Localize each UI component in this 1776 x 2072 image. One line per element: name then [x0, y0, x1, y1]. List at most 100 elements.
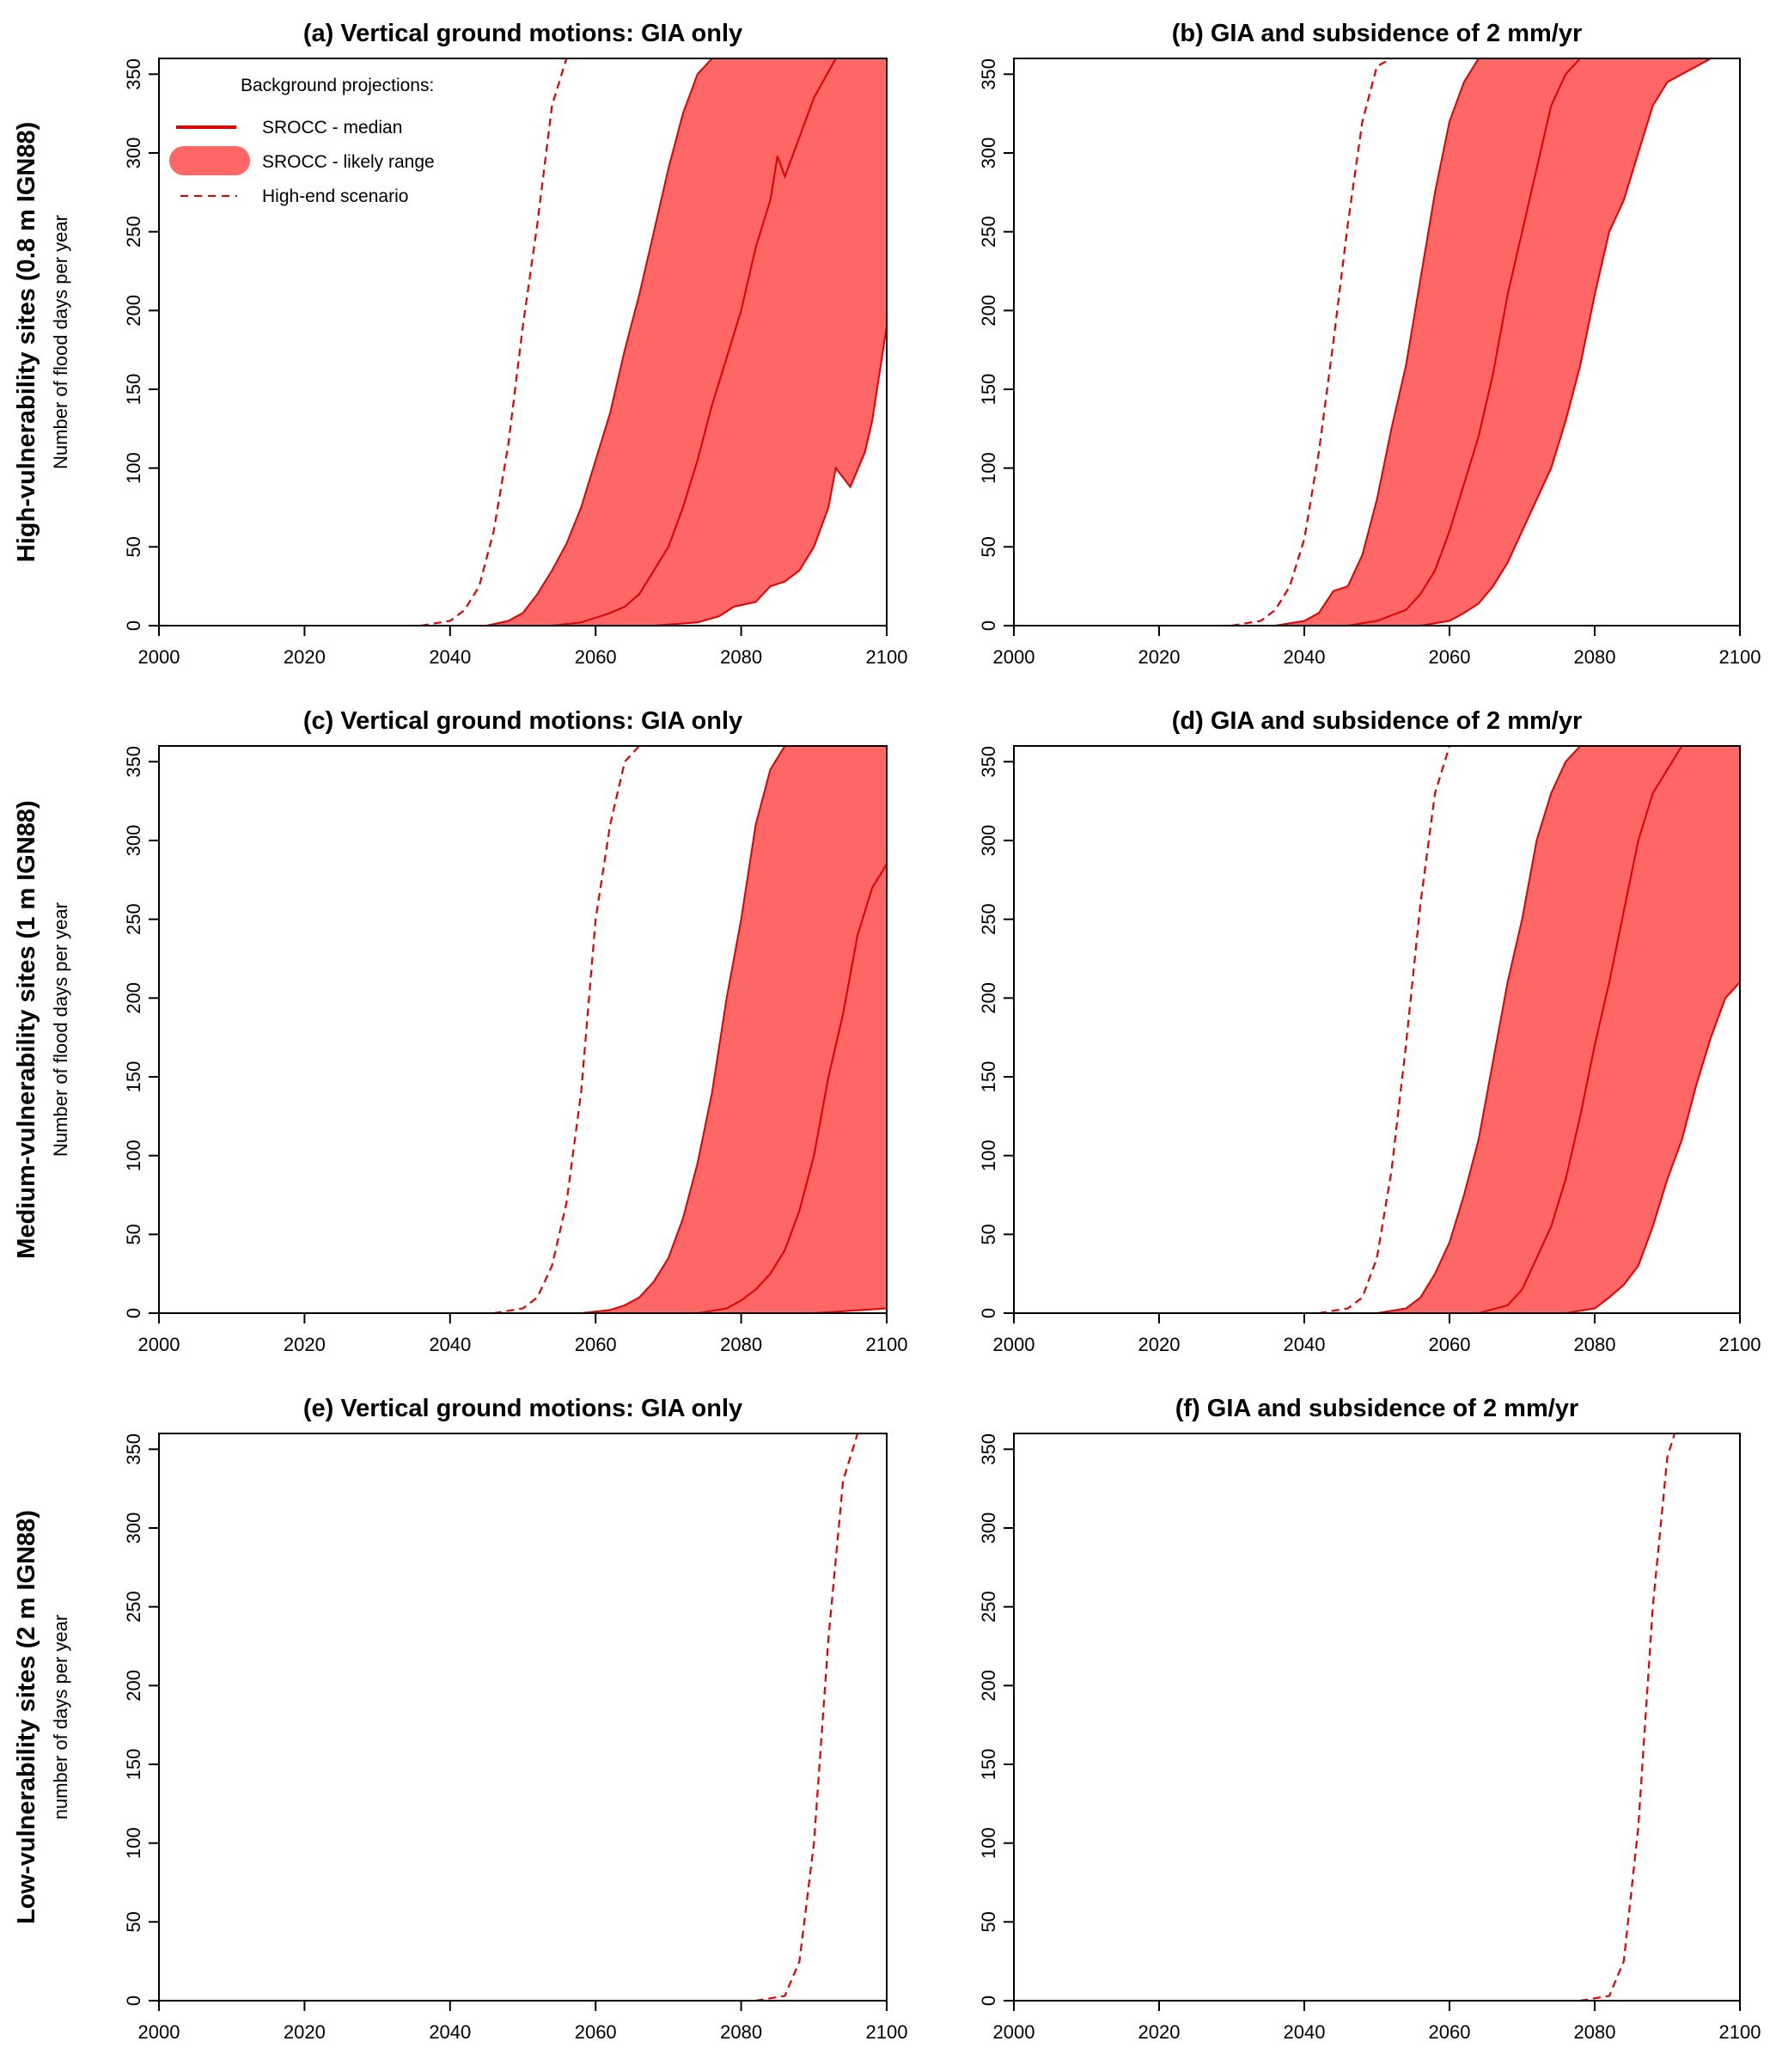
x-tick-label: 2080 — [720, 2021, 762, 2043]
y-tick-label: 200 — [123, 982, 144, 1014]
x-tick-label: 2060 — [575, 646, 617, 668]
median-line — [1478, 745, 1683, 1314]
y-tick-label: 250 — [978, 1591, 999, 1623]
x-tick-label: 2060 — [1429, 1334, 1471, 1355]
x-tick-label: 2020 — [284, 2021, 326, 2043]
legend-likely-swatch — [169, 146, 250, 175]
y-tick-label: 350 — [123, 58, 144, 90]
y-tick-label: 350 — [978, 746, 999, 778]
legend-likely-label: SROCC - likely range — [262, 152, 435, 172]
y-tick-label: 300 — [123, 825, 144, 857]
y-tick-label: 300 — [123, 1513, 144, 1544]
x-tick-label: 2020 — [1138, 646, 1181, 668]
panel-title: (a) Vertical ground motions: GIA only — [303, 20, 742, 47]
plot-frame — [1013, 1433, 1741, 2002]
y-tick-label: 200 — [123, 295, 144, 327]
x-tick-label: 2100 — [866, 2021, 908, 2043]
panel-title: (d) GIA and subsidence of 2 mm/yr — [1172, 707, 1583, 735]
high-end-line — [755, 1433, 859, 2002]
y-tick-label: 200 — [978, 982, 999, 1014]
x-tick-label: 2060 — [1429, 2021, 1471, 2043]
y-tick-label: 150 — [978, 374, 999, 406]
y-tick-label: 250 — [123, 216, 144, 248]
y-tick-label: 350 — [123, 1433, 144, 1465]
row-label: High-vulnerability sites (0.8 m IGN88) — [13, 122, 40, 562]
y-tick-label: 200 — [978, 295, 999, 327]
panel-a: (a) Vertical ground motions: GIA only 0 50… — [123, 20, 907, 668]
likely-range-area — [1376, 746, 1740, 1313]
y-tick-label: 50 — [123, 1911, 144, 1932]
x-tick-label: 2060 — [575, 2021, 617, 2043]
x-tick-label: 2040 — [429, 2021, 471, 2043]
likely-range-area — [581, 746, 887, 1313]
x-tick-label: 2000 — [138, 646, 180, 668]
row-sublabel: Number of flood days per year — [50, 215, 71, 469]
y-tick-label: 100 — [978, 452, 999, 484]
panel-title: (f) GIA and subsidence of 2 mm/yr — [1175, 1395, 1578, 1422]
y-tick-label: 0 — [123, 1996, 144, 2006]
y-tick-label: 150 — [978, 1061, 999, 1093]
panel-title: (b) GIA and subsidence of 2 mm/yr — [1172, 20, 1583, 47]
y-tick-label: 300 — [978, 825, 999, 857]
x-tick-label: 2060 — [1429, 646, 1471, 668]
x-tick-label: 2000 — [993, 646, 1035, 668]
plot-frame — [158, 745, 888, 1314]
y-tick-label: 100 — [123, 452, 144, 484]
x-tick-label: 2100 — [866, 1334, 908, 1355]
x-tick-label: 2040 — [1284, 646, 1326, 668]
y-tick-label: 150 — [978, 1749, 999, 1781]
high-end-line — [1231, 58, 1392, 627]
x-tick-label: 2100 — [1719, 646, 1761, 668]
x-tick-label: 2000 — [138, 1334, 180, 1355]
y-tick-label: 100 — [123, 1140, 144, 1171]
x-tick-label: 2040 — [429, 646, 471, 668]
legend-title: Background projections: — [241, 76, 434, 95]
x-tick-label: 2040 — [1284, 2021, 1326, 2043]
x-tick-label: 2020 — [284, 646, 326, 668]
y-tick-label: 0 — [978, 1996, 999, 2006]
plot-frame — [1013, 58, 1741, 626]
panel-c: (c) Vertical ground motions: GIA only 0 50… — [123, 707, 907, 1355]
x-tick-label: 2000 — [138, 2021, 180, 2043]
y-tick-label: 250 — [123, 903, 144, 935]
y-tick-label: 200 — [978, 1670, 999, 1702]
y-tick-label: 100 — [123, 1827, 144, 1859]
likely-range-area — [486, 58, 887, 626]
y-tick-label: 150 — [123, 1749, 144, 1781]
median-line — [697, 863, 888, 1314]
y-tick-label: 300 — [978, 1513, 999, 1544]
y-tick-label: 350 — [123, 746, 144, 778]
x-tick-label: 2080 — [1574, 2021, 1616, 2043]
y-tick-label: 100 — [978, 1827, 999, 1859]
x-tick-label: 2060 — [575, 1334, 617, 1355]
likely-range-upper-line — [1376, 745, 1581, 1314]
x-tick-label: 2000 — [993, 1334, 1035, 1355]
plot-frame — [158, 58, 888, 626]
y-tick-label: 350 — [978, 58, 999, 90]
x-tick-label: 2100 — [866, 646, 908, 668]
y-tick-label: 50 — [978, 536, 999, 557]
high-end-line — [1318, 745, 1451, 1315]
x-tick-label: 2080 — [720, 1334, 762, 1355]
panel-b: (b) GIA and subsidence of 2 mm/yr 0 50 100 1… — [978, 20, 1761, 668]
x-tick-label: 2100 — [1719, 1334, 1761, 1355]
high-end-line — [420, 58, 568, 627]
y-tick-label: 50 — [978, 1911, 999, 1932]
legend-highend-label: High-end scenario — [262, 186, 408, 206]
y-tick-label: 0 — [978, 1308, 999, 1318]
plot-frame — [1013, 745, 1741, 1314]
likely-range-lower-line — [1420, 58, 1712, 626]
y-tick-label: 0 — [978, 620, 999, 631]
legend: Background projections: SROCC - median SRO… — [169, 76, 435, 206]
median-line — [1347, 58, 1581, 626]
likely-range-lower-line — [1565, 981, 1741, 1314]
y-tick-label: 50 — [123, 536, 144, 557]
row-sublabel: Number of flood days per year — [50, 902, 71, 1157]
y-tick-label: 250 — [978, 216, 999, 248]
high-end-line — [1579, 1433, 1676, 2002]
x-tick-label: 2020 — [1138, 2021, 1181, 2043]
x-tick-label: 2080 — [1574, 1334, 1616, 1355]
likely-range-upper-line — [485, 58, 713, 626]
y-tick-label: 50 — [978, 1224, 999, 1244]
